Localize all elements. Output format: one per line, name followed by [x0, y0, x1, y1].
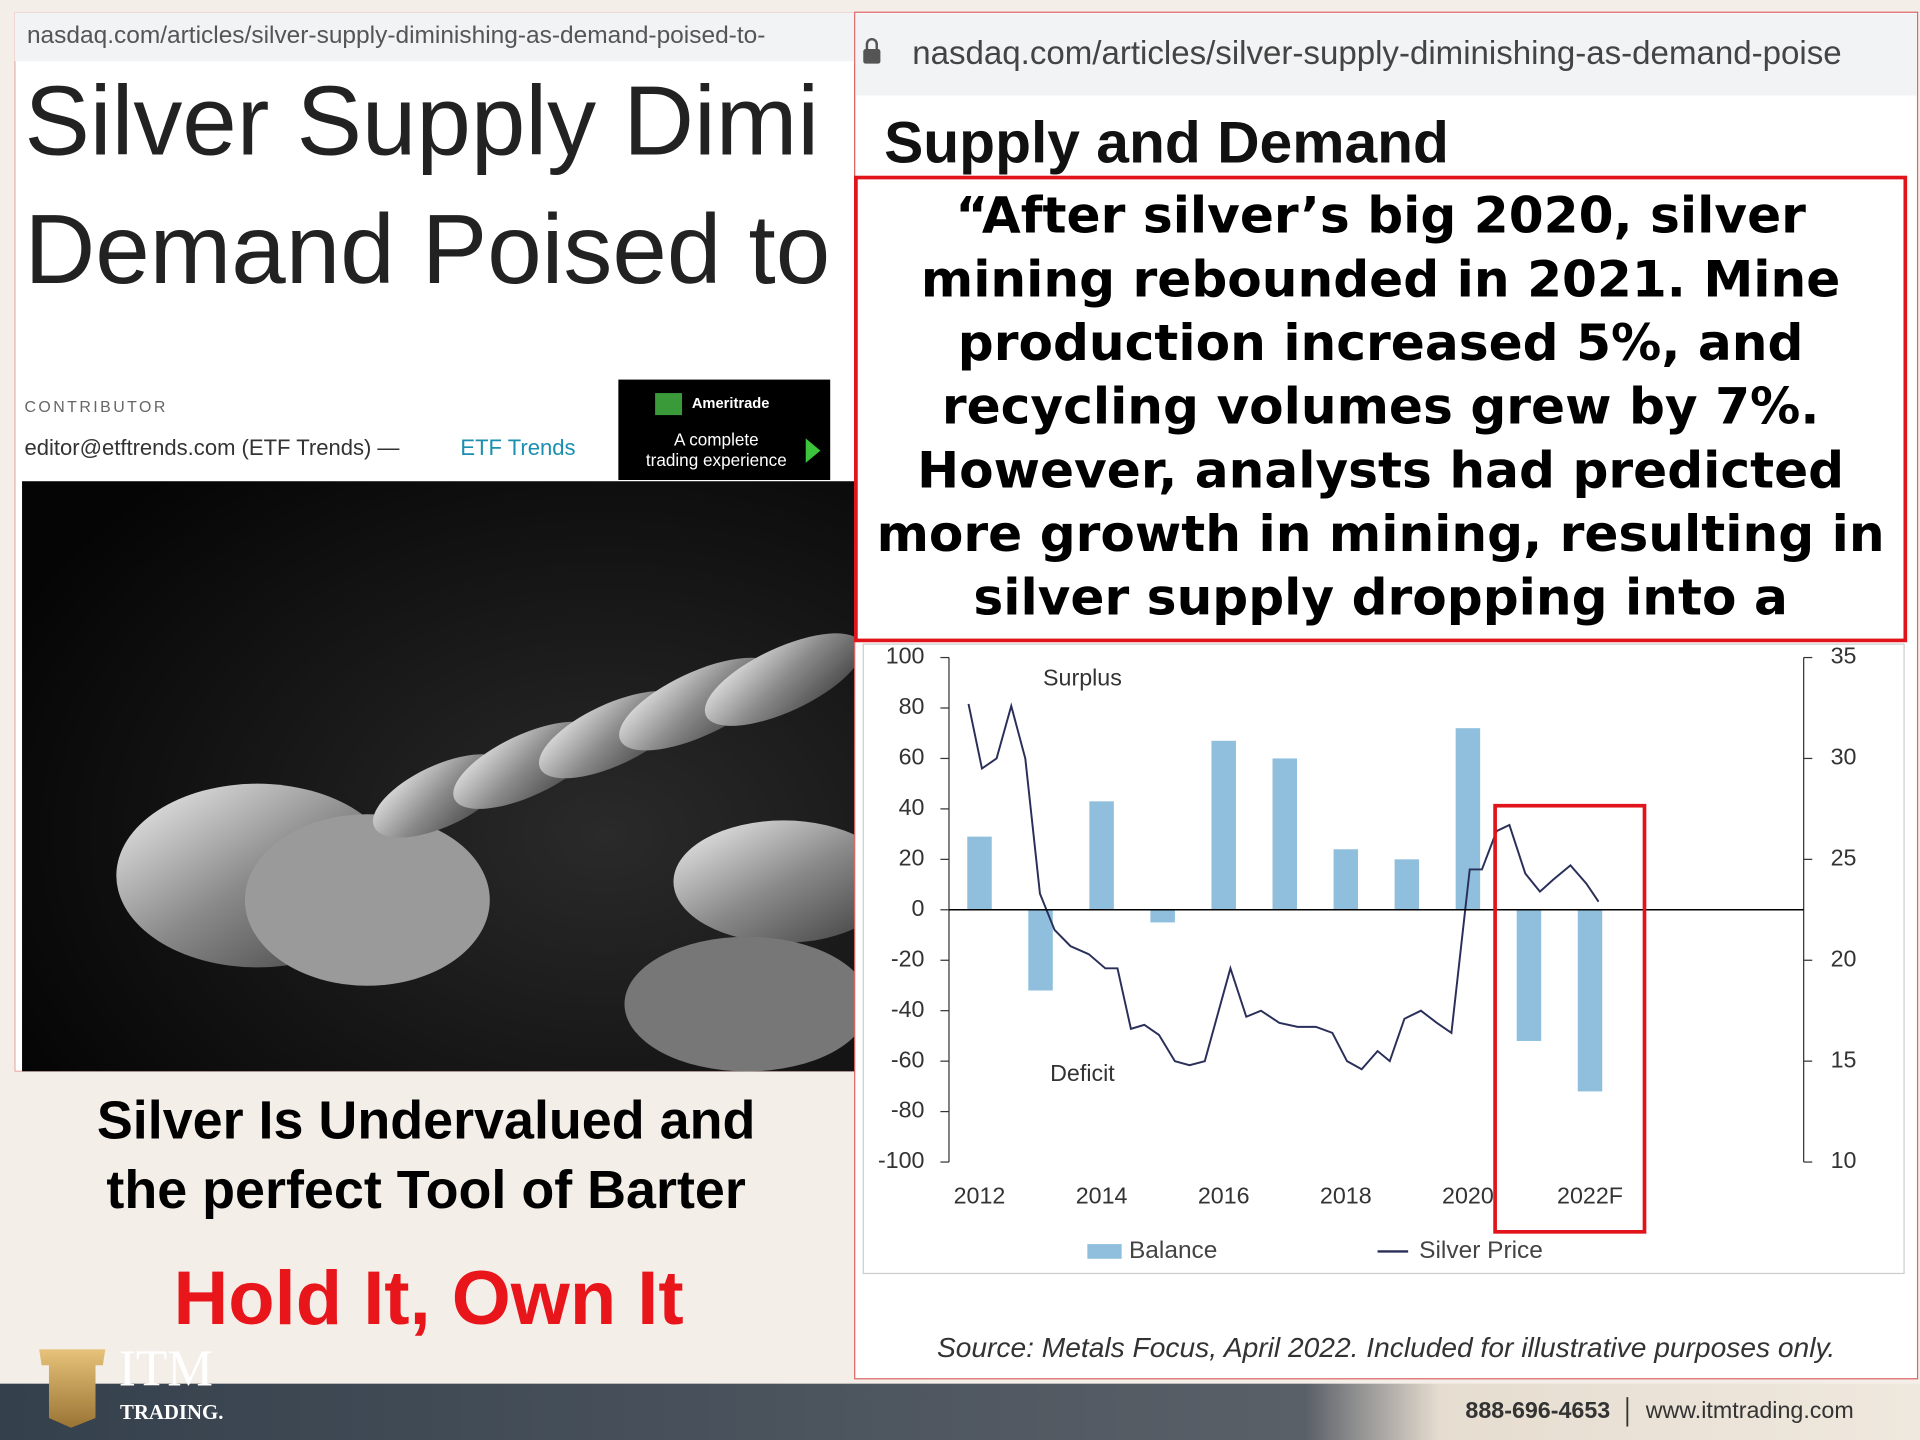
slogan: Hold It, Own It	[173, 1256, 683, 1341]
ad-arrow	[805, 438, 821, 463]
y-tick-label: 40	[899, 794, 925, 820]
article-title: Silver Supply Dimi	[24, 65, 819, 175]
coins	[116, 633, 855, 1072]
website[interactable]: www.itmtrading.com	[1645, 1397, 1854, 1423]
y2-tick-label: 35	[1831, 643, 1857, 669]
x-tick-label: 2014	[1076, 1183, 1128, 1209]
x-tick-label: 2022F	[1557, 1183, 1623, 1209]
ad-brand: Ameritrade	[692, 396, 770, 412]
x-tick-label: 2020	[1442, 1183, 1494, 1209]
y2-tick-label: 30	[1831, 744, 1857, 770]
y-tick-label: -60	[891, 1046, 925, 1072]
url: nasdaq.com/articles/silver-supply-dimini…	[912, 35, 1841, 72]
url: nasdaq.com/articles/silver-supply-dimini…	[27, 22, 765, 49]
y-tick-label: 0	[912, 895, 925, 921]
bar	[1028, 909, 1053, 991]
caption: Silver Is Undervalued and	[97, 1090, 756, 1150]
y2-tick-label: 25	[1831, 844, 1857, 870]
bar	[1577, 909, 1603, 1092]
coin	[624, 936, 855, 1072]
caption: the perfect Tool of Barter	[106, 1160, 745, 1220]
article-title: Demand Poised to	[24, 194, 830, 304]
y-tick-label: -80	[891, 1097, 925, 1123]
y-tick-label: 20	[899, 844, 925, 870]
ad[interactable]	[618, 379, 831, 480]
line	[967, 702, 1600, 1071]
bar	[1089, 801, 1114, 910]
coin	[244, 814, 490, 986]
x-tick-label: 2018	[1320, 1183, 1372, 1209]
ad-text: trading experience	[646, 450, 787, 470]
legend-swatch	[1087, 1244, 1122, 1259]
y2-tick-label: 15	[1831, 1046, 1857, 1072]
contributor-label: CONTRIBUTOR	[24, 399, 167, 416]
url-bar	[14, 12, 855, 62]
bar	[1394, 859, 1420, 910]
author: editor@etftrends.com (ETF Trends) —	[24, 435, 400, 460]
x-tick-label: 2016	[1198, 1183, 1250, 1209]
bar	[1333, 849, 1359, 910]
legend-label: Silver Price	[1419, 1237, 1543, 1264]
annotation: Surplus	[1043, 665, 1122, 691]
lock-icon	[863, 48, 881, 64]
bar	[1211, 740, 1236, 910]
y-tick-label: 100	[886, 643, 925, 669]
logo-sub: TRADING.	[120, 1400, 223, 1424]
chart-frame	[862, 643, 1905, 1275]
ad-logo	[655, 393, 683, 416]
annotation: Deficit	[1050, 1060, 1115, 1086]
quote: “After silver’s big 2020, silver mining …	[876, 186, 1885, 634]
ad-text: A complete	[674, 429, 759, 449]
coin	[704, 633, 855, 726]
chart: -100 -80 -60 -40 -20 0 20 40 60 80 100 10 15 20 25 30 35…	[878, 643, 1857, 1264]
y2-tick-label: 20	[1831, 945, 1857, 971]
bar	[967, 836, 992, 910]
url-bar	[855, 13, 1917, 96]
logo-emblem	[39, 1349, 106, 1428]
y-tick-label: -40	[891, 996, 925, 1022]
phone: 888-696-4653	[1465, 1397, 1610, 1423]
footer-bar	[0, 1383, 1920, 1440]
quote-box	[854, 175, 1908, 643]
logo: ITM	[119, 1341, 213, 1398]
y-tick-label: 80	[899, 693, 925, 719]
bar	[1150, 909, 1175, 923]
bar	[1272, 758, 1297, 910]
x-tick-label: 2012	[954, 1183, 1006, 1209]
heading: Supply and Demand	[884, 110, 1449, 175]
highlight-box	[1493, 803, 1647, 1234]
y-tick-label: 60	[899, 744, 925, 770]
quote-wrap: “After silver’s big 2020, silver mining …	[876, 186, 1885, 634]
left-article: nasdaq.com/articles/silver-supply-dimini…	[14, 12, 855, 1072]
source-link[interactable]: ETF Trends	[460, 435, 575, 460]
coin	[673, 820, 855, 943]
y-tick-label: -20	[891, 945, 925, 971]
bar	[1516, 909, 1542, 1041]
legend-label: Balance	[1129, 1237, 1217, 1264]
source: Source: Metals Focus, April 2022. Includ…	[937, 1332, 1835, 1363]
lock-icon	[865, 38, 878, 49]
y2-tick-label: 10	[1831, 1147, 1857, 1173]
y-tick-label: -100	[878, 1147, 925, 1173]
